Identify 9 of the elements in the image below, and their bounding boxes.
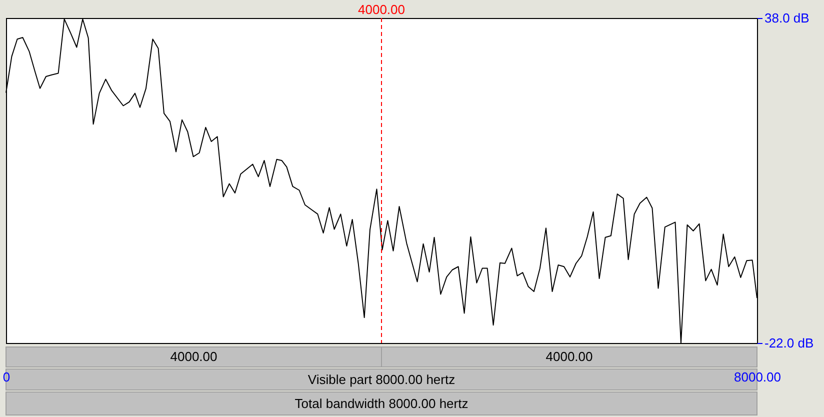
text: 4000.00 [170,349,218,364]
text: 4000.00 [546,349,593,364]
x-tick-label: 0 [2,370,10,384]
text: Visible part 8000.00 hertz [308,372,456,387]
ref-line-label: 4000.00 [358,2,405,17]
y-tick-label: 38.0 dB [764,10,810,26]
y-tick-label: -22.0 dB [764,336,814,350]
text: Total bandwidth 8000.00 hertz [294,396,468,411]
x-tick-label: 8000.00 [734,370,781,384]
